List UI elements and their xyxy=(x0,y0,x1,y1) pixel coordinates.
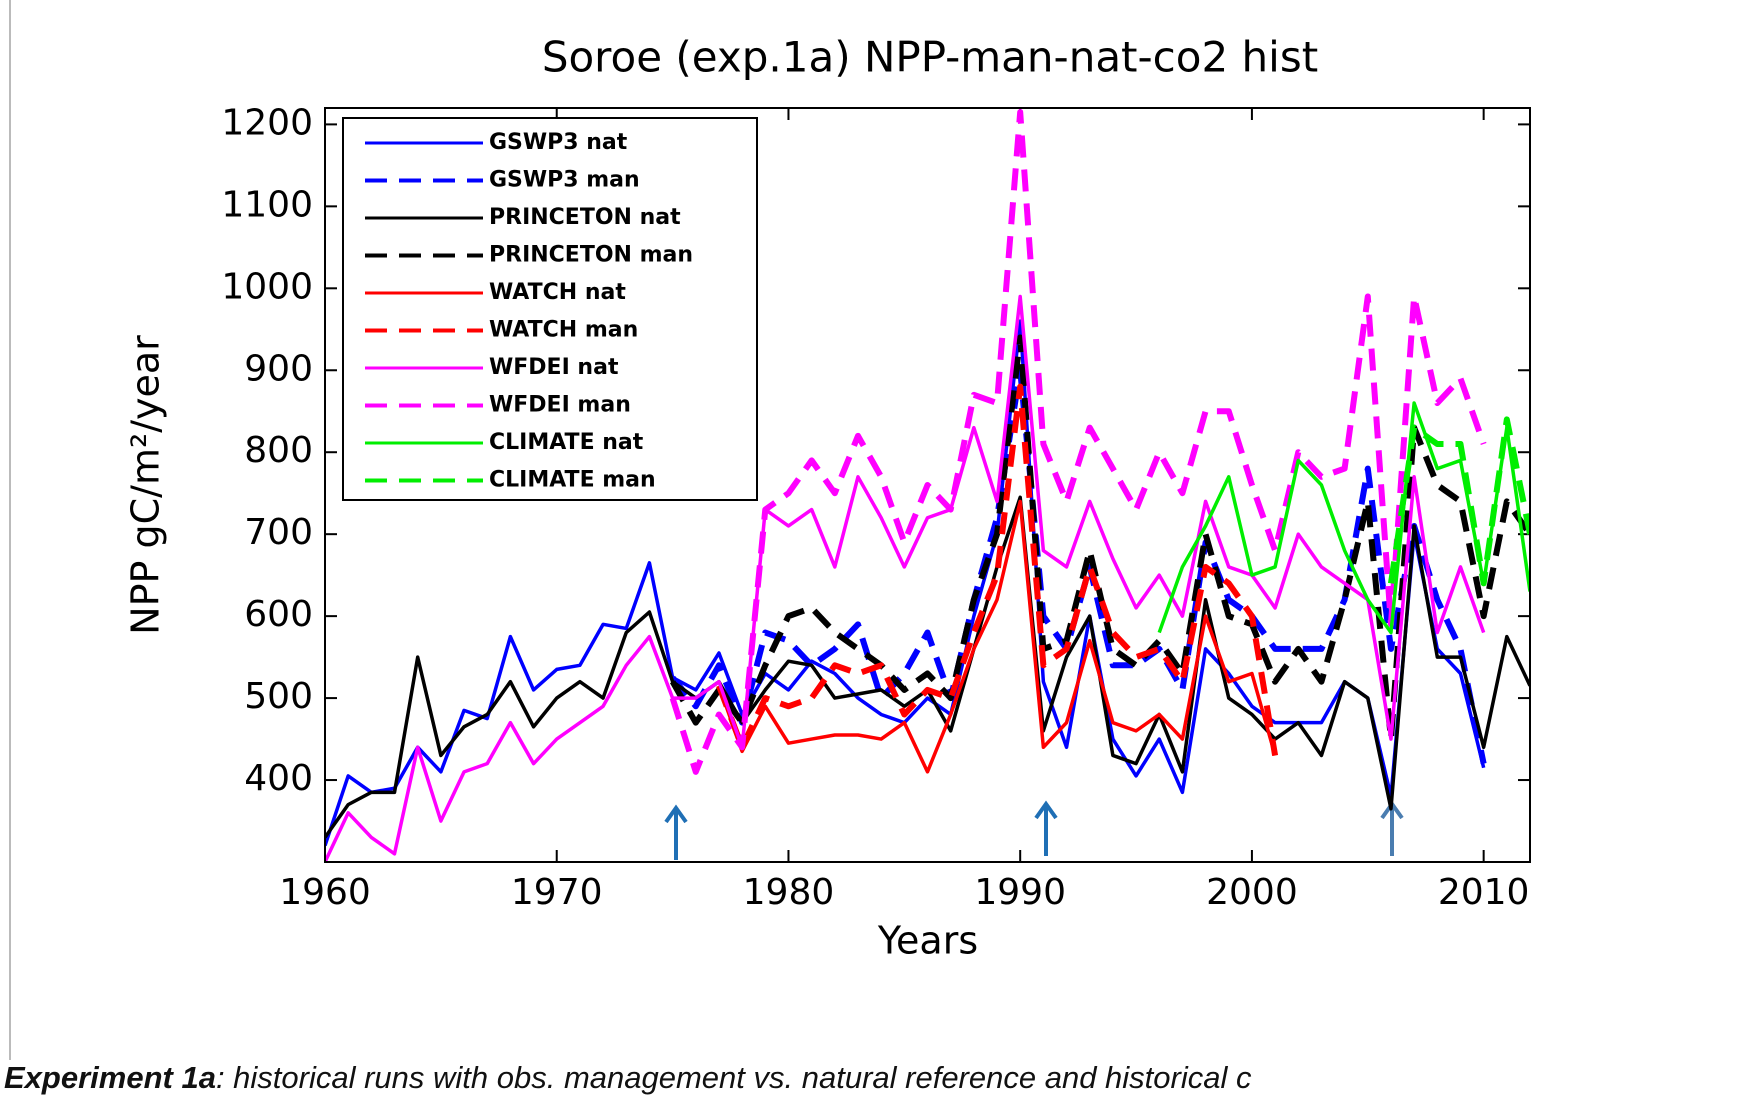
x-tick-label: 1970 xyxy=(511,872,603,913)
x-tick-label: 1960 xyxy=(279,872,371,913)
caption-lead: Experiment 1a xyxy=(4,1060,216,1095)
series-line xyxy=(669,334,1530,743)
arrows xyxy=(664,800,1404,860)
legend-label: WATCH man xyxy=(489,318,638,343)
y-tick-label: 800 xyxy=(244,430,313,471)
series-line xyxy=(669,109,1487,775)
y-tick-label: 500 xyxy=(244,676,313,717)
legend-label: WATCH nat xyxy=(489,280,626,305)
series-line xyxy=(325,495,1530,839)
legend-label: CLIMATE man xyxy=(489,468,656,493)
y-tick-label: 600 xyxy=(244,594,313,635)
arrow xyxy=(664,804,688,860)
x-axis-label: Years xyxy=(877,919,978,963)
legend-label: PRINCETON man xyxy=(489,243,693,268)
x-tick-label: 1980 xyxy=(743,872,835,913)
y-tick-label: 700 xyxy=(244,512,313,553)
legend-label: PRINCETON nat xyxy=(489,205,681,230)
series-line xyxy=(717,499,1277,774)
y-tick-label: 1000 xyxy=(221,266,313,307)
x-tick-label: 2010 xyxy=(1438,872,1530,913)
caption: Experiment 1a: historical runs with obs.… xyxy=(4,1060,1758,1096)
y-tick-label: 1100 xyxy=(221,184,313,225)
series-line xyxy=(1157,401,1530,635)
y-tick-label: 900 xyxy=(244,348,313,389)
plot-lines xyxy=(325,109,1530,862)
series-line xyxy=(670,367,1487,765)
series-line xyxy=(1387,416,1530,587)
chart-title: Soroe (exp.1a) NPP-man-nat-co2 hist xyxy=(542,33,1318,82)
arrow xyxy=(1034,800,1058,856)
arrow xyxy=(1380,800,1404,856)
series-line xyxy=(325,294,1486,862)
legend-label: GSWP3 nat xyxy=(489,130,628,155)
chart: Soroe (exp.1a) NPP-man-nat-co2 hist Year… xyxy=(9,0,1531,1060)
legend-label: WFDEI nat xyxy=(489,355,619,380)
caption-text: : historical runs with obs. management v… xyxy=(215,1060,1252,1095)
x-tick-label: 2000 xyxy=(1206,872,1298,913)
y-tick-label: 400 xyxy=(244,758,313,799)
legend-label: CLIMATE nat xyxy=(489,430,644,455)
y-tick-label: 1200 xyxy=(221,102,313,143)
legend-label: GSWP3 man xyxy=(489,168,640,193)
y-axis-label: NPP gC/m²/year xyxy=(124,335,168,635)
plot-frame xyxy=(324,107,1531,863)
x-tick-label: 1990 xyxy=(974,872,1066,913)
legend-label: WFDEI man xyxy=(489,393,631,418)
